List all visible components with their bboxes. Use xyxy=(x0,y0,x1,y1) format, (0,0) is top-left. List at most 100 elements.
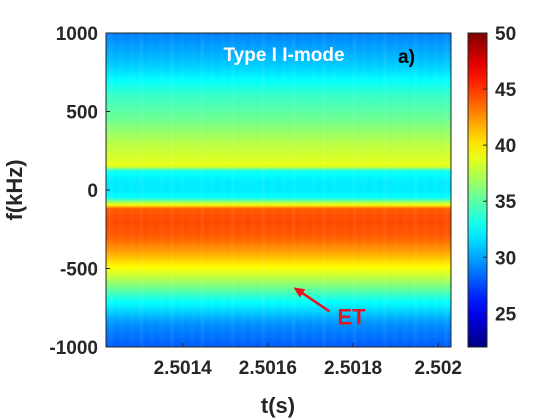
heatmap-band xyxy=(106,144,451,148)
heatmap-band xyxy=(106,248,451,252)
heatmap-texture-streak xyxy=(261,33,266,347)
heatmap-band xyxy=(106,140,451,144)
heatmap-band xyxy=(106,223,451,226)
heatmap-texture-streak xyxy=(424,33,428,347)
heatmap-band xyxy=(106,187,451,191)
heatmap-band xyxy=(106,311,451,314)
heatmap-band xyxy=(106,254,451,257)
heatmap-band xyxy=(106,280,451,283)
x-tick-label: 2.5018 xyxy=(324,358,382,379)
heatmap-band xyxy=(106,48,451,51)
x-axis: 2.5014 2.5016 2.5018 2.502 xyxy=(154,343,462,379)
heatmap-band xyxy=(106,329,451,332)
heatmap-band xyxy=(106,250,451,253)
heatmap-band xyxy=(106,152,451,155)
heatmap-band xyxy=(106,262,451,265)
heatmap-band xyxy=(106,234,451,238)
heatmap-texture-streak xyxy=(150,33,154,347)
heatmap-texture-streak xyxy=(230,33,235,347)
heatmap-band xyxy=(106,287,451,291)
heatmap-band xyxy=(106,148,451,151)
x-tick-label: 2.5016 xyxy=(239,358,297,379)
heatmap-band xyxy=(106,83,451,87)
heatmap-band xyxy=(106,172,451,175)
heatmap-band xyxy=(106,284,451,287)
heatmap-band xyxy=(106,264,451,267)
y-axis: 1000 500 0 -500 -1000 xyxy=(49,24,110,359)
heatmap-band xyxy=(106,105,451,108)
heatmap-band xyxy=(106,113,451,116)
heatmap-band xyxy=(106,87,451,91)
colorbar: 50 45 40 35 30 25 xyxy=(467,24,517,348)
heatmap-band xyxy=(106,181,451,185)
heatmap-band xyxy=(106,256,451,259)
heatmap-texture-streak xyxy=(200,33,205,347)
heatmap-band xyxy=(106,125,451,128)
heatmap-band xyxy=(106,164,451,167)
heatmap-band xyxy=(106,109,451,112)
heatmap-band xyxy=(106,209,451,212)
et-label: ET xyxy=(337,304,366,329)
heatmap-texture-streak xyxy=(119,33,123,347)
colorbar-tick-label: 35 xyxy=(495,192,517,213)
heatmap-texture-streak xyxy=(363,33,367,347)
y-tick-label: 500 xyxy=(66,103,98,124)
heatmap-band xyxy=(106,40,451,44)
heatmap-band xyxy=(106,54,451,57)
heatmap-band xyxy=(106,331,451,334)
x-axis-title: t(s) xyxy=(261,393,295,418)
heatmap-band xyxy=(106,52,451,55)
et-annotation: ET xyxy=(293,287,366,329)
heatmap-band xyxy=(106,260,451,263)
heatmap-band xyxy=(106,79,451,83)
heatmap-band xyxy=(106,33,451,36)
heatmap-band xyxy=(106,217,451,220)
heatmap-band xyxy=(106,338,451,342)
heatmap-band xyxy=(106,295,451,299)
heatmap-band xyxy=(106,289,451,293)
heatmap-band xyxy=(106,50,451,53)
heatmap-band xyxy=(106,97,451,100)
heatmap-band xyxy=(106,344,451,347)
et-arrow-head xyxy=(293,287,306,298)
heatmap-band xyxy=(106,95,451,98)
heatmap-band xyxy=(106,46,451,49)
panel-label: a) xyxy=(398,47,415,68)
heatmap-texture-streak xyxy=(129,33,133,347)
heatmap-band xyxy=(106,323,451,326)
heatmap-band xyxy=(106,58,451,61)
heatmap-band xyxy=(106,56,451,59)
heatmap-band xyxy=(106,68,451,71)
heatmap-band xyxy=(106,211,451,214)
heatmap-band xyxy=(106,315,451,318)
heatmap-band xyxy=(106,162,451,165)
heatmap-texture-streak xyxy=(221,33,225,347)
heatmap-band xyxy=(106,221,451,224)
heatmap-band xyxy=(106,36,451,40)
heatmap-band xyxy=(106,313,451,316)
heatmap-texture-streak xyxy=(169,33,174,347)
heatmap-band xyxy=(106,205,451,208)
heatmap-band xyxy=(106,197,451,201)
heatmap-band xyxy=(106,170,451,173)
plot-title: Type I I-mode xyxy=(223,45,344,66)
heatmap-band xyxy=(106,215,451,218)
heatmap-band xyxy=(106,325,451,328)
heatmap-texture-streak xyxy=(382,33,387,347)
heatmap-band xyxy=(106,85,451,89)
heatmap-band xyxy=(106,91,451,95)
y-tick-label: 1000 xyxy=(56,24,98,45)
heatmap-band xyxy=(106,307,451,310)
heatmap-band xyxy=(106,282,451,285)
heatmap-texture-streak xyxy=(109,33,113,347)
heatmap-band xyxy=(106,123,451,126)
heatmap-band xyxy=(106,317,451,320)
heatmap-band xyxy=(106,142,451,146)
heatmap-band xyxy=(106,227,451,230)
heatmap-band xyxy=(106,62,451,65)
heatmap-band xyxy=(106,236,451,240)
colorbar-tick-label: 50 xyxy=(495,24,516,45)
x-tick-label: 2.5014 xyxy=(154,358,213,379)
heatmap-band xyxy=(106,101,451,104)
